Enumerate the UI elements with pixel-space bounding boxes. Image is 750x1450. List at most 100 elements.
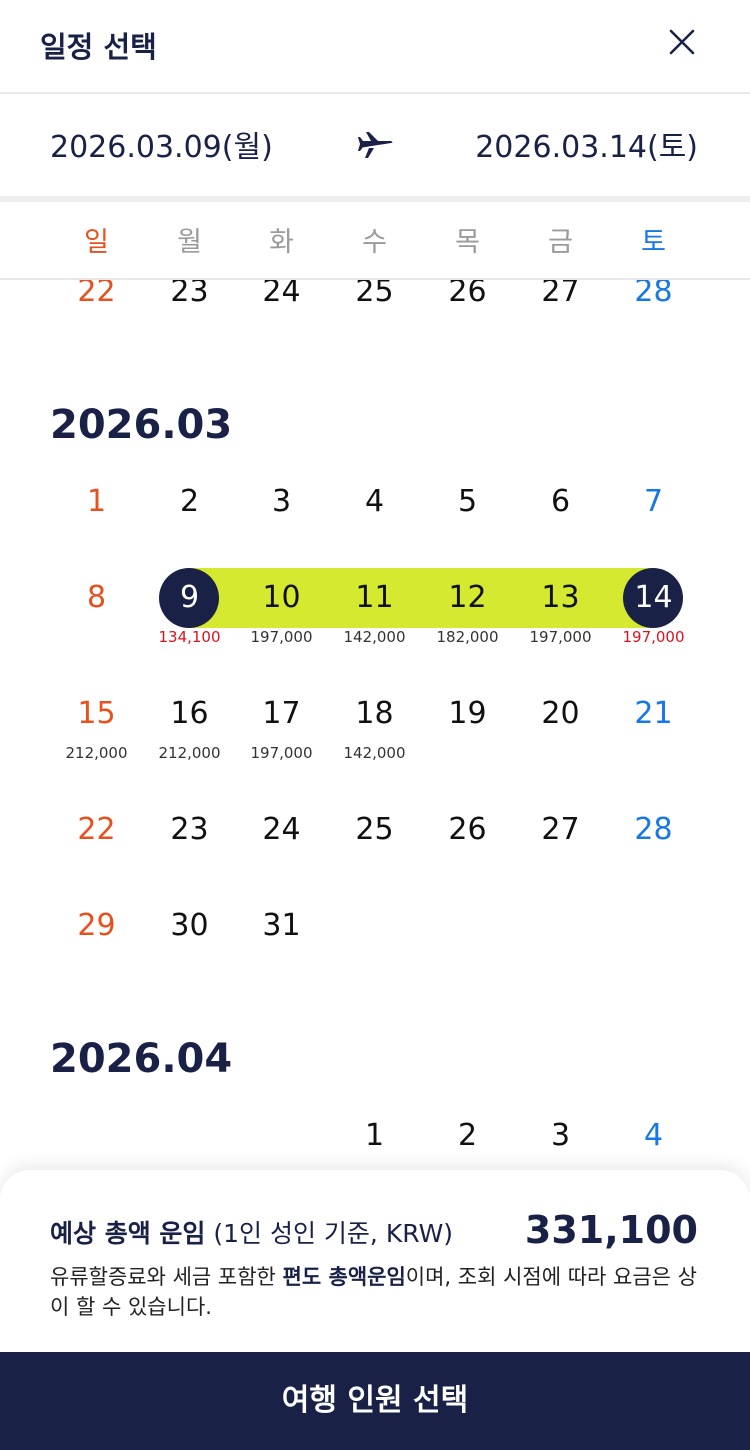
- day-number: 12: [448, 580, 487, 615]
- calendar-day[interactable]: 19: [421, 692, 514, 736]
- weekday-fri: 금: [548, 227, 573, 258]
- close-icon: [669, 29, 695, 55]
- fare-note-text: 이며, 조회 시점에 따라 요금은 상이 할 수 있습니다.: [50, 1265, 697, 1319]
- calendar-day-in-range[interactable]: 12 182,000: [421, 576, 514, 646]
- calendar-day[interactable]: 6: [514, 480, 607, 524]
- day-number: 3: [271, 484, 292, 519]
- calendar-day[interactable]: 8: [50, 576, 143, 620]
- modal-header: 일정 선택: [0, 0, 750, 94]
- calendar-day[interactable]: 27: [514, 808, 607, 852]
- day-number: 9: [179, 580, 200, 615]
- day-price: 212,000: [65, 744, 128, 762]
- calendar-day[interactable]: 4: [328, 480, 421, 524]
- calendar-day-selected-end[interactable]: 14 197,000: [607, 576, 700, 646]
- month-title-april: 2026.04: [50, 1036, 233, 1082]
- day-number: 10: [262, 580, 301, 615]
- day-price: 134,100: [158, 628, 221, 646]
- fare-total: 331,100: [524, 1208, 698, 1252]
- calendar-day[interactable]: 15 212,000: [50, 692, 143, 762]
- calendar-day[interactable]: 5: [421, 480, 514, 524]
- weekday-sun: 일: [84, 227, 109, 258]
- calendar-day[interactable]: 20: [514, 692, 607, 736]
- calendar-day[interactable]: 4: [607, 1114, 700, 1158]
- fare-summary-panel: 예상 총액 운임 (1인 성인 기준, KRW) 331,100 유류할증료와 …: [0, 1170, 750, 1352]
- calendar-day[interactable]: 18 142,000: [328, 692, 421, 762]
- return-date[interactable]: 2026.03.14(토): [475, 130, 698, 165]
- day-number: 17: [262, 696, 301, 731]
- day-number: 16: [170, 696, 209, 731]
- day-number: 28: [634, 812, 673, 847]
- calendar-day[interactable]: 24: [235, 808, 328, 852]
- calendar-day-in-range[interactable]: 10 197,000: [235, 576, 328, 646]
- selected-start-marker: [159, 568, 219, 628]
- calendar-day[interactable]: 28: [607, 808, 700, 852]
- day-price: 212,000: [158, 744, 221, 762]
- weekday-tue: 화: [269, 227, 294, 258]
- fare-note-text: 유류할증료와 세금 포함한: [50, 1265, 283, 1289]
- calendar-day[interactable]: 3: [235, 480, 328, 524]
- day-number: 25: [355, 812, 394, 847]
- day-number: 4: [364, 484, 385, 519]
- weekday-wed: 수: [362, 227, 387, 258]
- weekday-thu: 목: [455, 227, 480, 258]
- day-price: 197,000: [529, 628, 592, 646]
- day-number: 1: [364, 1118, 385, 1153]
- day-number: 26: [448, 812, 487, 847]
- day-number: 6: [550, 484, 571, 519]
- calendar-day[interactable]: 31: [235, 904, 328, 948]
- fare-note-bold: 편도 총액운임: [282, 1265, 406, 1289]
- day-number: 15: [77, 696, 116, 731]
- calendar-day[interactable]: 25: [328, 808, 421, 852]
- day-number: 29: [77, 908, 116, 943]
- day-price: 197,000: [250, 628, 313, 646]
- calendar-day[interactable]: 17 197,000: [235, 692, 328, 762]
- page-title: 일정 선택: [40, 30, 157, 64]
- day-number: 2: [457, 1118, 478, 1153]
- day-number: 27: [541, 812, 580, 847]
- day-number: 23: [170, 812, 209, 847]
- day-price: 197,000: [622, 628, 685, 646]
- day-number: 3: [550, 1118, 571, 1153]
- day-number: 30: [170, 908, 209, 943]
- day-number: 5: [457, 484, 478, 519]
- day-number: 22: [77, 812, 116, 847]
- calendar-day[interactable]: 2: [421, 1114, 514, 1158]
- day-price: 142,000: [343, 744, 406, 762]
- day-number: 24: [262, 812, 301, 847]
- calendar-day[interactable]: 29: [50, 904, 143, 948]
- calendar-day-in-range[interactable]: 13 197,000: [514, 576, 607, 646]
- date-range-summary: 2026.03.09(월) 2026.03.14(토): [0, 94, 750, 196]
- selected-end-marker: [623, 568, 683, 628]
- weekday-mon: 월: [177, 227, 202, 258]
- fare-label: 예상 총액 운임 (1인 성인 기준, KRW): [50, 1214, 453, 1250]
- weekday-sat: 토: [641, 227, 666, 258]
- calendar-day[interactable]: 23: [143, 808, 236, 852]
- calendar-day-in-range[interactable]: 11 142,000: [328, 576, 421, 646]
- day-number: 31: [262, 908, 301, 943]
- day-number: 7: [643, 484, 664, 519]
- calendar-day[interactable]: 7: [607, 480, 700, 524]
- day-price: 182,000: [436, 628, 499, 646]
- calendar-day[interactable]: 2: [143, 480, 236, 524]
- day-number: 11: [355, 580, 394, 615]
- calendar-day-selected-start[interactable]: 9 134,100: [143, 576, 236, 646]
- calendar-day[interactable]: 1: [50, 480, 143, 524]
- select-travelers-button[interactable]: 여행 인원 선택: [0, 1352, 750, 1450]
- calendar-day[interactable]: 22: [50, 808, 143, 852]
- calendar-day[interactable]: 26: [421, 808, 514, 852]
- calendar-day[interactable]: 21: [607, 692, 700, 736]
- calendar-day[interactable]: 3: [514, 1114, 607, 1158]
- calendar-day[interactable]: 16 212,000: [143, 692, 236, 762]
- departure-date[interactable]: 2026.03.09(월): [50, 130, 273, 165]
- close-button[interactable]: [662, 22, 702, 62]
- day-number: 18: [355, 696, 394, 731]
- day-number: 13: [541, 580, 580, 615]
- divider: [0, 196, 750, 202]
- airplane-icon: [358, 132, 393, 158]
- weekday-header: 일 월 화 수 목 금 토: [0, 202, 750, 280]
- selected-range-highlight: [189, 568, 653, 628]
- month-title-march: 2026.03: [50, 402, 233, 448]
- day-price: 142,000: [343, 628, 406, 646]
- calendar-day[interactable]: 1: [328, 1114, 421, 1158]
- calendar-day[interactable]: 30: [143, 904, 236, 948]
